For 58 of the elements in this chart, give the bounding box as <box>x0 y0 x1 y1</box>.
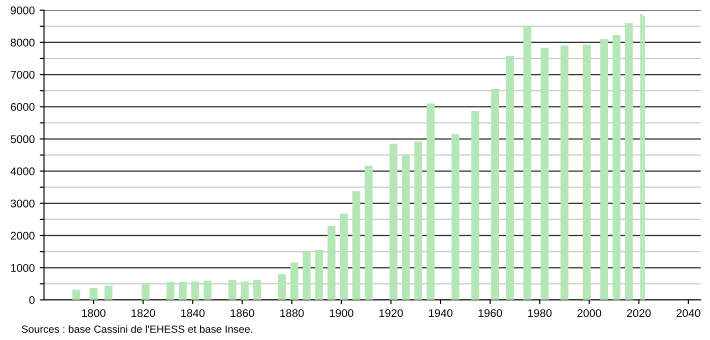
x-tick-label: 1960 <box>478 309 502 318</box>
y-tick-label: 6000 <box>10 103 35 111</box>
y-tick-label: 7000 <box>10 70 35 79</box>
bar <box>90 288 98 300</box>
bar <box>612 34 620 300</box>
bar <box>582 44 591 300</box>
x-tick-label: 2040 <box>676 309 700 318</box>
bar <box>402 155 410 300</box>
x-tick-label: 2000 <box>577 309 602 318</box>
bar <box>426 104 435 300</box>
x-tick-label: 1980 <box>528 309 552 318</box>
y-tick-label: 0 <box>29 296 35 304</box>
bar <box>315 250 324 300</box>
x-tick-label: 1880 <box>280 309 304 318</box>
bar <box>290 262 298 300</box>
x-tick-label: 1820 <box>132 309 156 318</box>
y-tick-label: 4000 <box>10 167 35 176</box>
y-tick-label: 2000 <box>10 232 35 240</box>
bar <box>506 56 514 300</box>
x-tick-label: 1800 <box>82 309 106 318</box>
bar <box>72 290 80 300</box>
y-tick-label: 3000 <box>10 200 35 208</box>
x-tick-label: 1900 <box>330 309 354 318</box>
bar <box>523 26 532 300</box>
bar <box>491 88 500 300</box>
bar <box>142 283 150 300</box>
x-tick-label: 1860 <box>230 309 254 318</box>
bar <box>451 134 460 300</box>
source-note: Sources : base Cassini de l'EHESS et base Insee. <box>22 325 252 333</box>
bar <box>364 166 373 300</box>
bar <box>540 48 549 300</box>
bar <box>414 142 422 300</box>
bar <box>624 23 633 300</box>
bar <box>166 282 174 300</box>
x-tick-label: 1920 <box>379 309 403 318</box>
x-tick-label: 1840 <box>181 309 205 318</box>
y-tick-label: 8000 <box>10 38 35 47</box>
bar <box>253 280 262 300</box>
bar <box>471 110 480 300</box>
bar <box>278 274 286 300</box>
bar <box>240 282 249 300</box>
bar <box>204 280 212 300</box>
bar <box>191 282 200 300</box>
bar <box>600 39 608 300</box>
bar <box>340 214 348 300</box>
bar <box>178 282 187 300</box>
y-tick-label: 9000 <box>10 6 35 14</box>
y-tick-label: 1000 <box>11 264 35 272</box>
bar <box>228 280 236 300</box>
bar <box>302 252 311 300</box>
bar <box>352 191 360 300</box>
y-tick-label: 5000 <box>10 135 35 144</box>
bar <box>328 226 336 300</box>
bar <box>104 286 112 300</box>
x-tick-label: 2020 <box>627 309 651 318</box>
bar <box>560 46 568 300</box>
bar <box>389 144 398 300</box>
x-tick-label: 1940 <box>429 309 452 318</box>
